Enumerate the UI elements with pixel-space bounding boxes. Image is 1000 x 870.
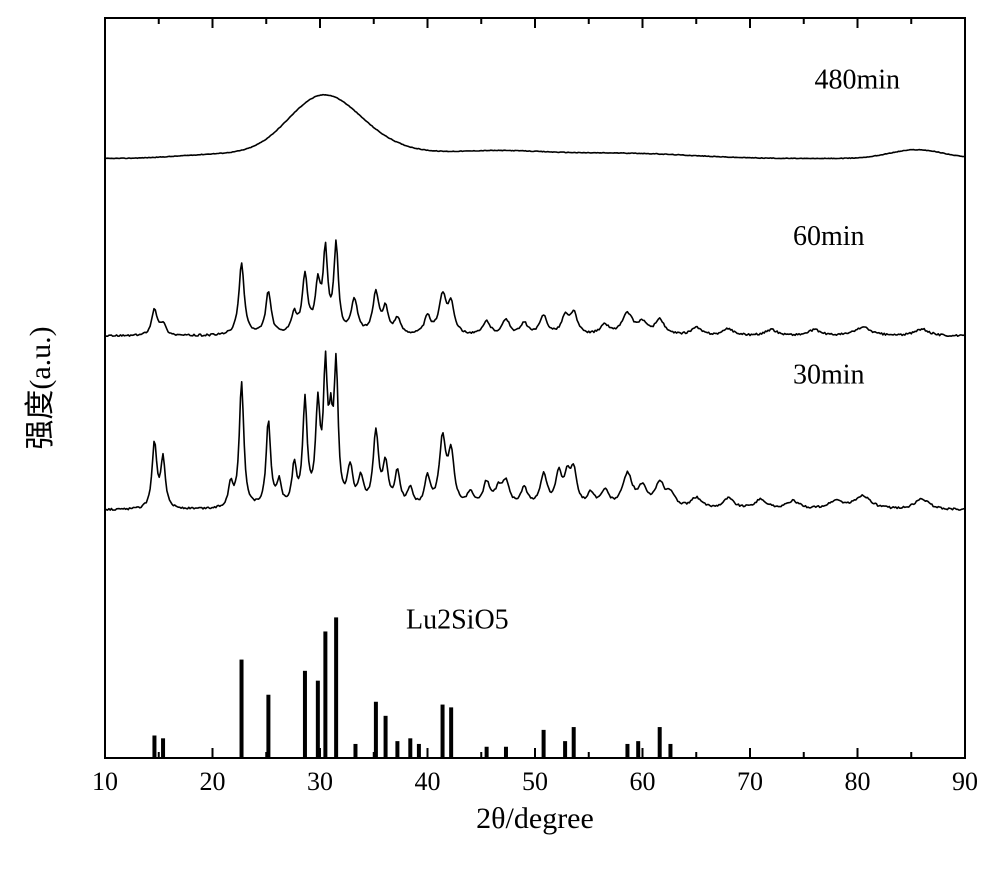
ref-bar [441,705,445,758]
y-axis-label: 强度(a.u.) [24,326,57,449]
ref-bar [485,747,489,758]
ref-bar [449,707,453,758]
ref-bar [625,744,629,758]
x-tick-label: 50 [522,767,548,796]
chart-svg: 10 20 30 40 50 60 70 80 90 2θ/degree 强度(a.u.) 480mi… [0,0,1000,870]
series-label-480min: 480min [815,64,901,95]
ref-bar [504,747,508,758]
plot-bg [0,0,1000,870]
ref-bar [303,671,307,758]
x-tick-label: 40 [415,767,441,796]
ref-bar [417,744,421,758]
reference-label: Lu2SiO5 [406,605,509,636]
ref-bar [161,738,165,758]
ref-bar [563,741,567,758]
ref-bar [266,695,270,758]
ref-bar [668,744,672,758]
series-label-30min: 30min [793,360,865,391]
x-axis-label: 2θ/degree [476,802,594,835]
ref-bar [334,617,338,758]
ref-bar [408,738,412,758]
ref-bar [658,727,662,758]
x-tick-label: 30 [307,767,333,796]
xrd-chart: 10 20 30 40 50 60 70 80 90 2θ/degree 强度(a.u.) 480mi… [0,0,1000,870]
ref-bar [542,730,546,758]
ref-bar [323,631,327,758]
ref-bar [240,660,244,758]
ref-bar [374,702,378,758]
x-tick-label: 70 [737,767,763,796]
ref-bar [152,736,156,758]
ref-bar [636,741,640,758]
x-tick-label: 80 [845,767,871,796]
ref-bar [353,744,357,758]
x-tick-label: 10 [92,767,118,796]
x-tick-label: 90 [952,767,978,796]
x-tick-label: 20 [200,767,226,796]
ref-bar [572,727,576,758]
series-label-60min: 60min [793,221,865,252]
ref-bar [384,716,388,758]
ref-bar [395,741,399,758]
ref-bar [316,681,320,758]
x-tick-label: 60 [630,767,656,796]
